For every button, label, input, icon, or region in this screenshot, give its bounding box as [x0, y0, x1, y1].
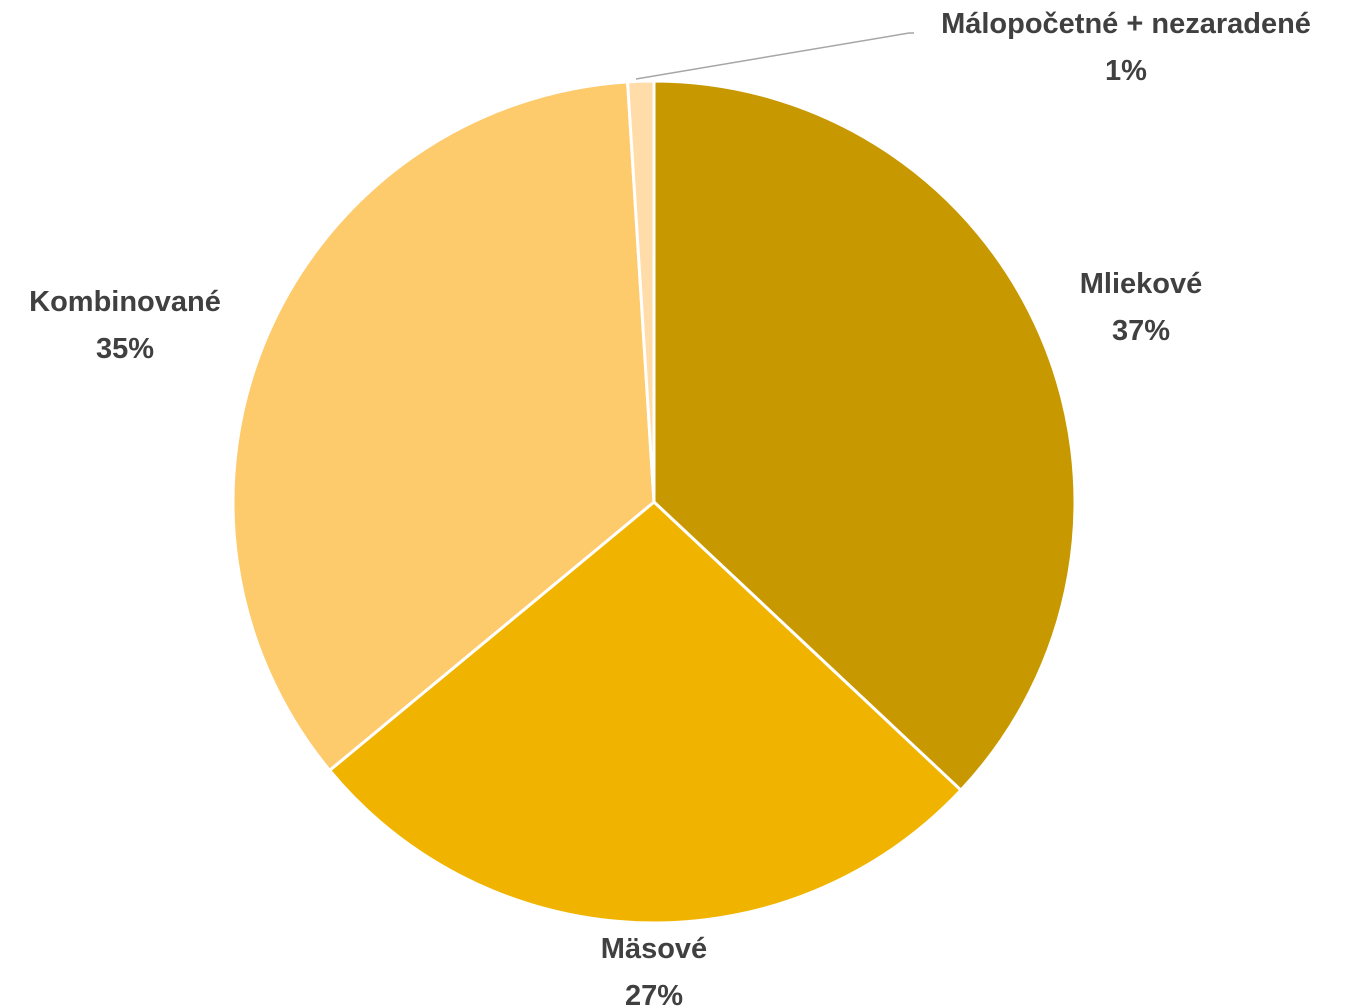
slice-label-name-2: Kombinované [29, 286, 221, 318]
slice-label-name-1: Mäsové [601, 933, 707, 965]
slice-label-name-3: Málopočetné + nezaradené [941, 8, 1311, 40]
slice-label-percent-0: 37% [1112, 315, 1170, 347]
slice-label-percent-3: 1% [1105, 55, 1147, 87]
pie-slice-2 [231, 80, 656, 773]
slice-label-name-0: Mliekové [1080, 268, 1203, 300]
pie-slice-1 [327, 500, 964, 925]
pie-slice-0 [652, 79, 1077, 793]
leader-lines-layer [635, 32, 914, 80]
data-labels-layer: Mliekové 37% Mäsové 27% Kombinované 35% Málopo… [29, 8, 1311, 1006]
leader-line-3 [635, 32, 914, 80]
slices-layer [231, 79, 1077, 925]
slice-label-percent-1: 27% [625, 980, 683, 1006]
slice-label-percent-2: 35% [96, 333, 154, 365]
pie-slice-3 [625, 79, 656, 503]
